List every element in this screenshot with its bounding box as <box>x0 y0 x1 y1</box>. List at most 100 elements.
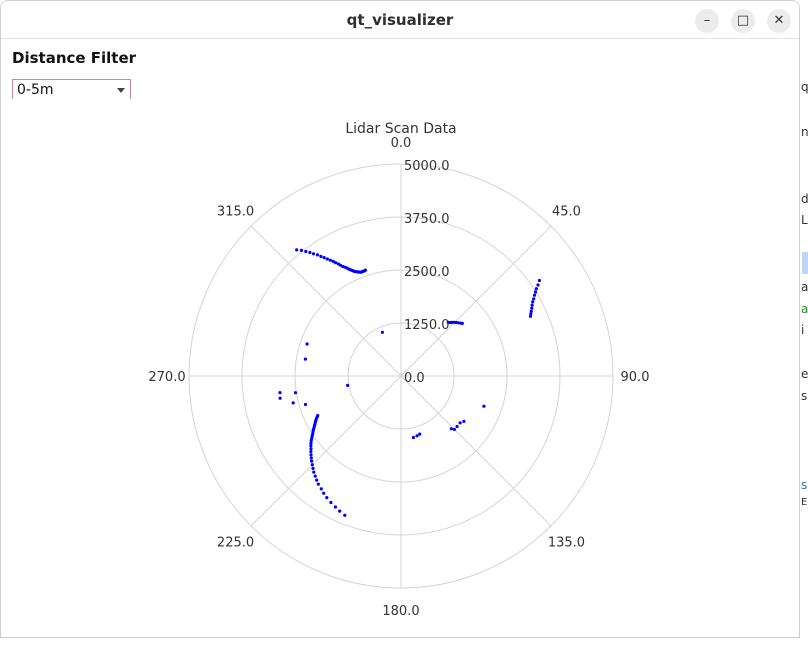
scan-point <box>532 297 536 301</box>
scan-point <box>311 466 315 470</box>
scan-point <box>380 330 384 334</box>
grid-spoke <box>400 225 552 377</box>
scan-point <box>530 306 534 310</box>
scan-point <box>418 432 422 436</box>
bg-fragment: a <box>801 302 808 316</box>
scan-point <box>529 309 533 313</box>
scan-point <box>333 505 337 509</box>
lidar-polar-chart: Lidar Scan Data 0.0 45.0 90.0 135.0 180.0 225… <box>148 121 649 619</box>
minimize-button[interactable]: – <box>695 9 719 33</box>
close-button[interactable]: ✕ <box>767 9 791 33</box>
bg-fragment: E <box>801 497 808 508</box>
scan-point <box>460 321 464 325</box>
bg-fragment: s <box>801 478 808 492</box>
scan-point <box>325 496 329 500</box>
scan-point <box>310 459 314 463</box>
axis-labels: 0.0 45.0 90.0 135.0 180.0 225.0 270.0 315.0 0.0 1… <box>148 136 649 619</box>
scan-point <box>319 487 323 491</box>
scan-point <box>304 249 308 254</box>
bg-fragment: n <box>801 125 808 139</box>
scan-point <box>295 248 299 252</box>
scan-point <box>343 513 347 517</box>
angle-tick-label: 135.0 <box>548 535 585 550</box>
scan-point <box>455 424 459 429</box>
scan-point <box>309 450 313 454</box>
scan-point <box>313 474 317 478</box>
distance-filter-value: 0-5m <box>17 82 54 98</box>
scan-point <box>303 402 308 407</box>
scan-point <box>411 435 415 440</box>
scan-point <box>452 427 456 431</box>
scan-point <box>315 253 320 257</box>
scan-point <box>309 456 313 460</box>
window-title: qt_visualizer <box>346 11 454 29</box>
chart-title: Lidar Scan Data <box>345 121 456 137</box>
angle-tick-label: 270.0 <box>148 370 185 385</box>
scan-point <box>331 259 335 263</box>
scan-point <box>311 252 316 256</box>
scan-point <box>462 419 466 423</box>
bg-highlight <box>802 252 808 274</box>
angle-tick-label: 225.0 <box>217 535 254 550</box>
maximize-button[interactable]: □ <box>731 9 755 33</box>
scan-point <box>329 500 333 505</box>
scan-point <box>482 404 486 408</box>
maximize-icon: □ <box>736 13 750 28</box>
angle-tick-label: 45.0 <box>552 205 581 220</box>
scan-point <box>303 357 307 361</box>
radial-tick-label: 1250.0 <box>404 318 450 333</box>
scan-point <box>278 391 282 395</box>
scan-point <box>316 414 320 418</box>
grid-spoke <box>400 375 552 527</box>
close-icon: ✕ <box>773 13 785 28</box>
scan-point <box>305 342 309 346</box>
bg-fragment: s <box>801 389 808 403</box>
angle-tick-label: 0.0 <box>391 136 412 151</box>
scan-point <box>536 283 540 287</box>
angle-tick-label: 315.0 <box>217 205 254 220</box>
scan-point <box>449 427 453 431</box>
scan-point <box>299 248 303 252</box>
scan-point <box>537 278 542 283</box>
title-bar: qt_visualizer – □ ✕ <box>1 1 799 39</box>
scan-point <box>363 268 367 272</box>
scan-point <box>308 250 312 255</box>
scan-point <box>310 463 314 467</box>
scan-point <box>309 447 313 451</box>
app-window: qt_visualizer – □ ✕ Distance Filter 0-5m… <box>0 0 800 638</box>
scan-point <box>534 287 539 291</box>
scan-point <box>310 436 314 441</box>
scan-point <box>456 321 460 325</box>
scan-point <box>309 444 313 448</box>
radial-tick-label: 3750.0 <box>404 212 450 227</box>
angle-tick-label: 180.0 <box>382 604 419 619</box>
scan-point <box>311 432 315 436</box>
scan-point <box>346 383 350 387</box>
scan-point <box>293 391 298 395</box>
scan-point <box>322 491 326 495</box>
scan-point <box>528 314 533 318</box>
background-app-strip: q n d L a a i e s s E <box>800 0 808 652</box>
minimize-icon: – <box>703 13 711 28</box>
distance-filter-select[interactable]: 0-5m <box>12 79 131 99</box>
bg-fragment: e <box>801 367 808 381</box>
grid-spoke <box>250 225 402 377</box>
grid-spoke <box>250 375 402 527</box>
scan-point <box>532 293 537 297</box>
bg-fragment: L <box>801 213 808 227</box>
radial-tick-label: 5000.0 <box>404 159 450 174</box>
chevron-down-icon <box>117 88 125 93</box>
scan-point <box>291 401 295 405</box>
scan-point <box>533 290 538 294</box>
scan-point <box>319 254 323 258</box>
scan-point <box>530 303 534 307</box>
bg-fragment: d <box>801 192 808 206</box>
bg-fragment: a <box>801 280 808 294</box>
scan-points <box>278 248 542 517</box>
bg-fragment: i <box>801 323 805 337</box>
scan-point <box>458 421 462 425</box>
scan-point <box>325 257 329 261</box>
scan-point <box>315 478 319 482</box>
scan-point <box>309 441 313 445</box>
scan-point <box>309 453 313 457</box>
